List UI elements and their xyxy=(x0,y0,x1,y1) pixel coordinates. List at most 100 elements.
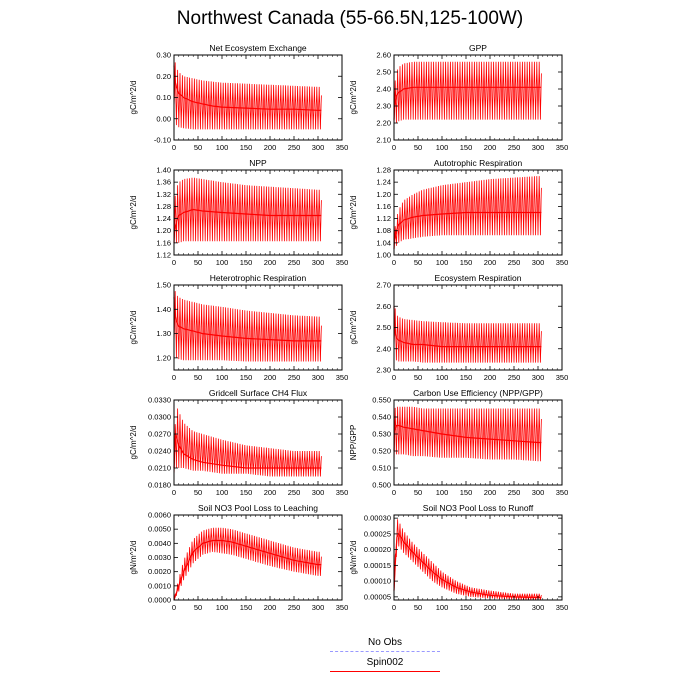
y-tick-label: 0.0030 xyxy=(148,553,171,562)
series-line-spin002 xyxy=(173,527,322,601)
y-tick-label: 1.32 xyxy=(156,190,171,199)
y-tick-label: 0.0050 xyxy=(148,525,171,534)
y-axis-label: gN/m^2/d xyxy=(349,541,358,575)
y-tick-label: 0.00020 xyxy=(364,545,391,554)
y-tick-label: 0.540 xyxy=(372,413,391,422)
plot-frame xyxy=(393,169,563,256)
y-tick-label: 2.30 xyxy=(376,366,391,375)
page-title: Northwest Canada (55-66.5N,125-100W) xyxy=(176,8,524,29)
x-tick-label: 350 xyxy=(336,143,349,152)
x-tick-label: 350 xyxy=(336,258,349,267)
x-tick-label: 300 xyxy=(312,258,325,267)
x-tick-label: 200 xyxy=(264,143,277,152)
legend-entry-spin002: Spin002 xyxy=(330,657,440,672)
x-tick-label: 150 xyxy=(460,488,473,497)
y-tick-label: 0.510 xyxy=(372,464,391,473)
y-tick-label: 2.30 xyxy=(376,102,391,111)
y-tick-label: 0.0330 xyxy=(148,396,171,405)
y-tick-label: 0.550 xyxy=(372,396,391,405)
y-tick-label: 1.30 xyxy=(156,329,171,338)
series-line-spin002 xyxy=(393,519,542,601)
x-tick-label: 300 xyxy=(532,143,545,152)
series-mean-line xyxy=(393,424,542,452)
x-tick-label: 50 xyxy=(414,143,422,152)
x-tick-label: 100 xyxy=(216,373,229,382)
x-tick-label: 100 xyxy=(216,143,229,152)
y-axis-label: gC/m^2/d xyxy=(129,196,138,230)
x-tick-label: 0 xyxy=(172,488,176,497)
x-tick-label: 50 xyxy=(194,603,202,612)
series-mean-line xyxy=(393,532,542,599)
panel-title: Autotrophic Respiration xyxy=(434,158,523,168)
y-axis-label: gC/m^2/d xyxy=(349,81,358,115)
y-tick-label: 1.28 xyxy=(156,202,171,211)
x-tick-label: 100 xyxy=(436,258,449,267)
y-axis-label: gC/m^2/d xyxy=(129,81,138,115)
chart-panel: Soil NO3 Pool Loss to Runoff gN/m^2/d 0 50 1… xyxy=(349,503,568,612)
x-tick-label: 0 xyxy=(392,603,396,612)
panel-title: Carbon Use Efficiency (NPP/GPP) xyxy=(413,388,543,398)
y-axis-label: gC/m^2/d xyxy=(349,311,358,345)
y-tick-label: 2.50 xyxy=(376,68,391,77)
series-line-spin002 xyxy=(393,61,542,127)
x-tick-label: 300 xyxy=(312,603,325,612)
y-tick-label: 0.0060 xyxy=(148,511,171,520)
x-tick-label: 250 xyxy=(288,143,301,152)
series-mean-line xyxy=(173,433,322,469)
y-tick-label: 0.0210 xyxy=(148,464,171,473)
y-tick-label: 1.00 xyxy=(376,251,391,260)
plot-frame xyxy=(393,399,563,486)
y-tick-label: 1.20 xyxy=(376,190,391,199)
x-tick-label: 350 xyxy=(556,258,569,267)
series-line-spin002 xyxy=(173,62,322,130)
x-tick-label: 0 xyxy=(172,258,176,267)
x-tick-label: 150 xyxy=(460,373,473,382)
x-tick-label: 300 xyxy=(312,373,325,382)
x-tick-label: 350 xyxy=(336,488,349,497)
y-tick-label: 1.24 xyxy=(156,214,171,223)
y-tick-label: 1.16 xyxy=(156,238,171,247)
x-tick-label: 200 xyxy=(264,488,277,497)
x-tick-label: 300 xyxy=(312,143,325,152)
y-tick-label: 2.60 xyxy=(376,51,391,60)
series-line-spin002 xyxy=(393,308,542,363)
y-tick-label: 0.30 xyxy=(156,51,171,60)
y-tick-label: 0.0000 xyxy=(148,596,171,605)
legend-line-no-obs xyxy=(330,651,440,652)
series-mean-line xyxy=(393,86,542,120)
panel-title: Soil NO3 Pool Loss to Runoff xyxy=(423,503,534,513)
x-tick-label: 350 xyxy=(336,373,349,382)
y-tick-label: 2.10 xyxy=(376,136,391,145)
x-tick-label: 350 xyxy=(556,143,569,152)
x-tick-label: 200 xyxy=(264,373,277,382)
y-tick-label: 0.0240 xyxy=(148,447,171,456)
y-tick-label: 1.20 xyxy=(156,353,171,362)
panel-title: Soil NO3 Pool Loss to Leaching xyxy=(198,503,318,513)
y-axis-label: gN/m^2/d xyxy=(129,541,138,575)
y-tick-label: 0.0270 xyxy=(148,430,171,439)
y-tick-label: 0.0040 xyxy=(148,539,171,548)
panel-title: Net Ecosystem Exchange xyxy=(209,43,307,53)
x-tick-label: 100 xyxy=(436,488,449,497)
x-tick-label: 50 xyxy=(194,488,202,497)
series-line-spin002 xyxy=(173,177,322,249)
y-tick-label: 2.40 xyxy=(376,85,391,94)
x-tick-label: 150 xyxy=(240,373,253,382)
y-tick-label: 0.00 xyxy=(156,114,171,123)
x-tick-label: 150 xyxy=(240,258,253,267)
y-tick-label: 0.00030 xyxy=(364,514,391,523)
x-tick-label: 50 xyxy=(414,258,422,267)
plot-frame xyxy=(173,399,343,486)
panel-title: Gridcell Surface CH4 Flux xyxy=(209,388,308,398)
y-axis-label: gC/m^2/d xyxy=(349,196,358,230)
plot-frame xyxy=(173,169,343,256)
x-tick-label: 200 xyxy=(484,488,497,497)
x-tick-label: 350 xyxy=(556,373,569,382)
x-tick-label: 0 xyxy=(172,603,176,612)
panel-title: Ecosystem Respiration xyxy=(435,273,522,283)
x-tick-label: 0 xyxy=(172,143,176,152)
y-axis-label: NPP/GPP xyxy=(349,425,358,461)
y-tick-label: 1.40 xyxy=(156,166,171,175)
y-tick-label: 1.12 xyxy=(156,251,171,260)
